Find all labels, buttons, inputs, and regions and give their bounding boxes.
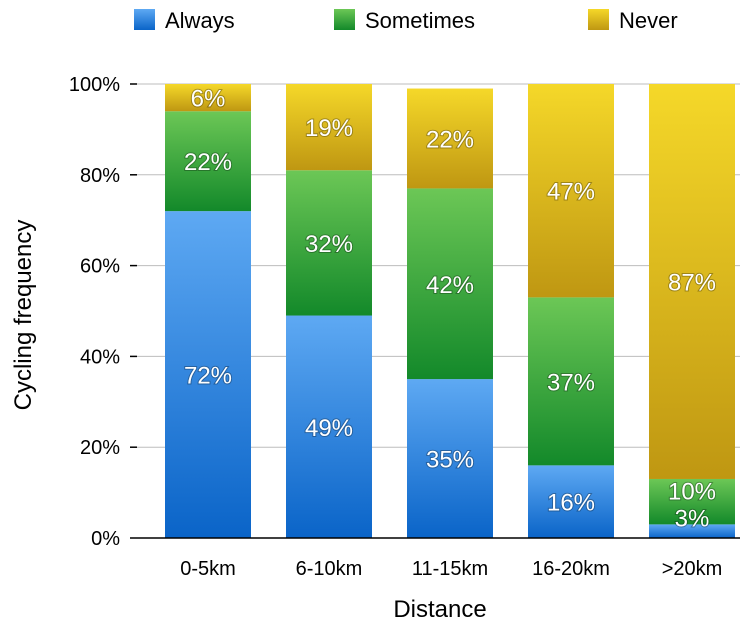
data-label: 22% bbox=[184, 149, 232, 176]
y-tick-label: 0% bbox=[91, 528, 120, 550]
bar-never bbox=[407, 88, 493, 189]
x-axis-ticks: 0-5km 6-10km 11-15km 16-20km >20km bbox=[180, 558, 722, 580]
bar-always bbox=[165, 211, 251, 538]
x-tick-label: >20km bbox=[662, 558, 723, 580]
bar-always bbox=[407, 379, 493, 538]
data-label: 32% bbox=[305, 231, 353, 258]
bar-always bbox=[286, 315, 372, 538]
x-tick-label: 0-5km bbox=[180, 558, 236, 580]
bars bbox=[165, 84, 735, 538]
bar-never bbox=[165, 84, 251, 112]
bar-never bbox=[528, 84, 614, 298]
bar-never bbox=[286, 84, 372, 171]
y-tick-label: 80% bbox=[80, 165, 120, 187]
bar-always bbox=[528, 465, 614, 538]
y-tick-label: 100% bbox=[69, 74, 120, 96]
x-tick-label: 16-20km bbox=[532, 558, 610, 580]
bar-never bbox=[649, 84, 735, 479]
bar-always bbox=[649, 524, 735, 538]
y-tick-label: 40% bbox=[80, 346, 120, 368]
data-label: 49% bbox=[305, 415, 353, 442]
data-labels: 72% 22% 6% 49% 32% 19% 35% 42% 22% 16% 37% 47% 3%10%… bbox=[183, 85, 717, 534]
bar-sometimes bbox=[649, 478, 735, 525]
bar-sometimes bbox=[407, 188, 493, 380]
data-label: 42% bbox=[426, 272, 474, 299]
y-axis-title: Cycling frequency bbox=[10, 220, 37, 411]
data-label: 72% bbox=[184, 363, 232, 390]
data-label: 37% bbox=[547, 369, 595, 396]
x-axis-title: Distance bbox=[393, 596, 486, 623]
y-axis-ticks: 0% 20% 40% 60% 80% 100% bbox=[69, 74, 137, 550]
legend-label-always: Always bbox=[165, 8, 235, 33]
data-label: 16% bbox=[547, 490, 595, 517]
legend: Always Sometimes Never bbox=[134, 8, 678, 33]
y-tick-label: 20% bbox=[80, 437, 120, 459]
legend-label-sometimes: Sometimes bbox=[365, 8, 475, 33]
data-label: 6% bbox=[191, 86, 226, 113]
legend-swatch-sometimes bbox=[334, 9, 355, 30]
legend-label-never: Never bbox=[619, 8, 678, 33]
bar-sometimes bbox=[165, 111, 251, 212]
data-label: 87% bbox=[668, 269, 716, 296]
legend-swatch-never bbox=[588, 9, 609, 30]
data-label: 3% bbox=[675, 505, 710, 532]
data-label: 22% bbox=[426, 126, 474, 153]
x-tick-label: 11-15km bbox=[412, 558, 488, 580]
data-label: 19% bbox=[305, 115, 353, 142]
x-tick-label: 6-10km bbox=[296, 558, 363, 580]
y-tick-label: 60% bbox=[80, 256, 120, 278]
bar-sometimes bbox=[528, 297, 614, 466]
data-label: 35% bbox=[426, 447, 474, 474]
legend-swatch-always bbox=[134, 9, 155, 30]
data-label: 10% bbox=[668, 479, 716, 506]
bar-sometimes bbox=[286, 170, 372, 316]
data-label: 47% bbox=[547, 179, 595, 206]
